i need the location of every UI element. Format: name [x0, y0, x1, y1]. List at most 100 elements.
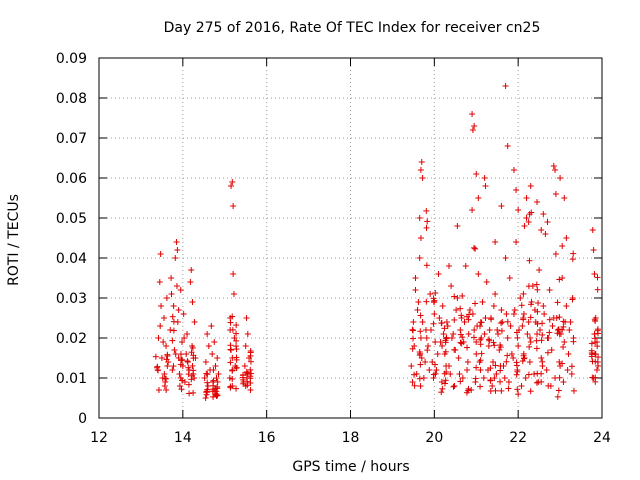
data-point — [535, 379, 542, 385]
data-point — [526, 257, 533, 264]
x-tick-label: 14 — [174, 430, 192, 446]
data-point — [185, 381, 192, 388]
data-point — [594, 286, 601, 293]
data-point — [444, 323, 451, 329]
data-point — [590, 375, 597, 381]
data-point — [212, 363, 219, 369]
plot-frame — [98, 57, 603, 419]
data-point — [213, 391, 220, 397]
data-point — [555, 326, 562, 333]
data-point — [492, 387, 499, 394]
data-point — [448, 335, 455, 341]
data-point — [473, 364, 480, 371]
data-point — [594, 274, 601, 281]
data-point — [491, 375, 498, 382]
data-point — [561, 195, 568, 201]
data-point — [456, 371, 463, 377]
data-point — [186, 390, 193, 397]
data-point — [498, 387, 505, 394]
data-point — [536, 327, 543, 333]
data-point — [593, 339, 600, 345]
data-point — [409, 379, 416, 385]
data-point — [422, 327, 429, 333]
data-point — [163, 386, 170, 393]
data-point — [554, 327, 561, 333]
data-point — [459, 334, 466, 341]
data-point — [455, 355, 462, 361]
data-point — [485, 343, 492, 349]
data-point — [416, 349, 423, 356]
data-point — [510, 311, 517, 317]
data-point — [187, 279, 194, 285]
data-point — [591, 331, 598, 337]
data-point — [181, 335, 188, 341]
data-point — [560, 323, 567, 330]
data-point — [414, 307, 421, 313]
data-point — [460, 339, 467, 345]
data-point — [438, 389, 445, 396]
data-point — [442, 377, 449, 384]
data-point — [486, 327, 493, 333]
data-point — [471, 327, 478, 333]
data-point — [204, 383, 211, 389]
data-point — [517, 295, 524, 301]
data-point — [545, 335, 552, 341]
x-axis-label: GPS time / hours — [292, 459, 409, 475]
data-point — [432, 289, 439, 296]
data-point — [482, 183, 489, 189]
data-point — [531, 371, 538, 377]
data-point — [158, 303, 165, 309]
data-point — [431, 311, 438, 317]
data-point — [423, 335, 430, 341]
data-point — [179, 363, 186, 369]
data-point — [424, 347, 431, 354]
data-point — [188, 349, 195, 356]
data-point — [473, 339, 480, 346]
data-point — [477, 383, 484, 390]
x-tick-label: 22 — [509, 430, 527, 446]
data-point — [192, 355, 199, 361]
data-point — [169, 313, 176, 320]
data-point — [418, 355, 425, 361]
data-point — [479, 299, 486, 305]
data-point — [441, 351, 448, 357]
data-point — [498, 307, 505, 313]
data-point — [169, 337, 176, 344]
data-point — [563, 303, 570, 309]
y-tick-label: 0.02 — [56, 331, 87, 347]
data-point — [155, 335, 162, 341]
data-point — [592, 378, 599, 385]
data-point — [525, 219, 532, 225]
data-point — [486, 337, 493, 344]
data-point — [204, 379, 211, 386]
data-point — [163, 295, 170, 301]
data-point — [227, 359, 234, 366]
data-point — [538, 355, 545, 361]
data-point — [546, 287, 553, 293]
data-point — [417, 383, 424, 390]
data-point — [510, 167, 517, 173]
data-point — [159, 375, 166, 381]
data-point — [158, 355, 165, 361]
data-point — [457, 327, 464, 333]
data-point — [417, 361, 424, 368]
data-point — [209, 351, 216, 357]
data-point — [527, 388, 534, 395]
data-point — [242, 383, 249, 389]
data-point — [502, 255, 509, 261]
data-point — [520, 311, 527, 318]
y-tick-label: 0 — [78, 411, 87, 427]
data-point — [442, 337, 449, 344]
y-axis-label: ROTI / TECUs — [6, 194, 22, 286]
data-point — [508, 351, 515, 357]
data-point — [208, 323, 215, 329]
data-point — [464, 359, 471, 365]
data-point — [497, 363, 504, 369]
data-point — [565, 351, 572, 357]
data-point — [543, 367, 550, 373]
data-point — [184, 359, 191, 365]
axis-ticks: 0 0.01 0.02 0.03 0.04 0.05 0.06 0.07 0.08 0.09 12 1… — [56, 51, 611, 446]
data-point — [492, 291, 499, 297]
data-point — [534, 199, 541, 205]
data-point — [519, 358, 526, 365]
